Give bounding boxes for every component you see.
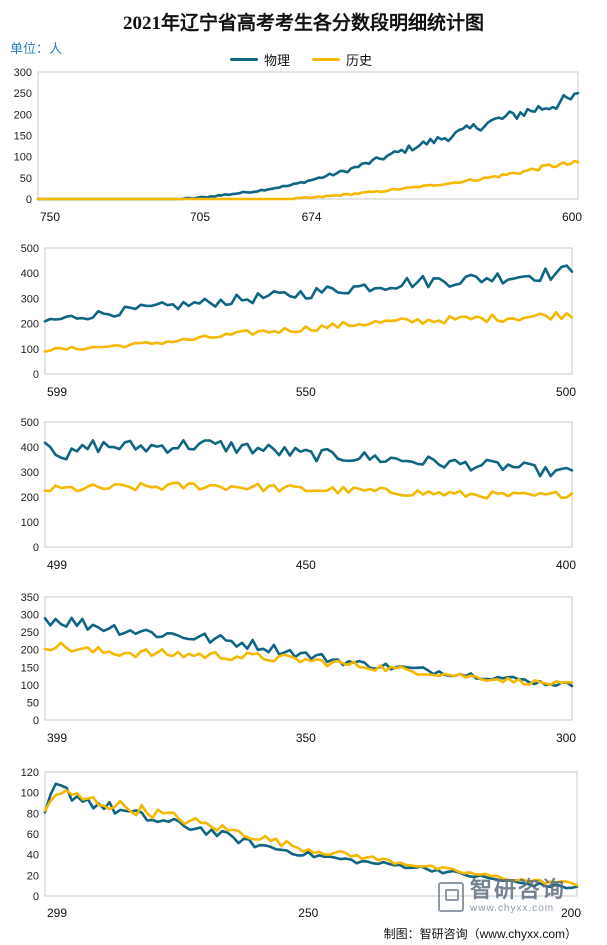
legend: 物理 历史: [230, 50, 372, 69]
chart-panel-5: 0 20 40 60 80 100 120 299 250 200: [21, 767, 582, 920]
series-line-physics: [43, 438, 574, 478]
y-tick-label: 60: [27, 829, 39, 841]
y-tick-label: 150: [21, 662, 39, 674]
watermark: 智研咨询 www.chyxx.com: [438, 880, 566, 914]
legend-label-history: 历史: [346, 53, 373, 68]
y-tick-label: 350: [21, 592, 39, 604]
y-tick-label: 100: [21, 517, 39, 529]
y-tick-label: 200: [14, 109, 32, 121]
x-tick-label: 674: [302, 210, 322, 224]
series-line-history: [43, 481, 574, 500]
x-tick-label: 550: [296, 385, 316, 399]
x-tick-label: 299: [47, 906, 67, 920]
x-tick-label: 450: [296, 558, 316, 572]
y-tick-label: 300: [21, 293, 39, 305]
plot-frame: [44, 771, 578, 897]
series-line-physics: [43, 782, 579, 890]
chart-panel-4: 0 50 100 150 200 250 300 350 399 350 300: [21, 592, 577, 745]
series-line-history: [43, 641, 574, 687]
y-tick-label: 50: [27, 697, 39, 709]
x-tick-label: 600: [562, 210, 582, 224]
y-tick-label: 0: [26, 194, 32, 206]
legend-item-physics: 物理: [230, 50, 290, 69]
legend-label-physics: 物理: [264, 53, 291, 68]
chart-panel-2: 0 100 200 300 400 500 599 550 500: [21, 243, 577, 399]
watermark-url: www.chyxx.com: [470, 903, 555, 914]
x-tick-label: 350: [296, 731, 316, 745]
x-tick-label: 750: [40, 210, 60, 224]
y-tick-label: 400: [21, 268, 39, 280]
x-tick-label: 300: [556, 731, 576, 745]
y-tick-label: 40: [27, 850, 39, 862]
y-tick-label: 400: [21, 442, 39, 454]
y-tick-label: 0: [33, 542, 39, 554]
footer-credit: 制图：智研咨询（www.chyxx.com）: [383, 927, 577, 941]
y-tick-label: 200: [21, 319, 39, 331]
series-line-physics: [43, 616, 574, 688]
y-tick-label: 500: [21, 243, 39, 255]
y-tick-label: 250: [14, 88, 32, 100]
x-tick-label: 599: [47, 385, 67, 399]
series-line-physics: [36, 91, 580, 201]
series-line-physics: [43, 264, 574, 323]
y-tick-label: 250: [21, 627, 39, 639]
legend-swatch-physics: [230, 58, 258, 61]
y-tick-label: 100: [21, 344, 39, 356]
y-tick-label: 100: [21, 788, 39, 800]
x-tick-label: 250: [298, 906, 318, 920]
chart-panel-3: 0 100 200 300 400 500 499 450 400: [21, 417, 577, 572]
y-tick-label: 300: [14, 67, 32, 79]
x-tick-label: 499: [47, 558, 67, 572]
y-tick-label: 500: [21, 417, 39, 429]
x-tick-label: 399: [47, 731, 67, 745]
x-tick-label: 705: [190, 210, 210, 224]
y-tick-label: 200: [21, 645, 39, 657]
y-tick-label: 80: [27, 808, 39, 820]
page-title: 2021年辽宁省高考考生各分数段明细统计图: [122, 13, 484, 34]
y-tick-label: 120: [21, 767, 39, 779]
plot-frame: [37, 71, 579, 200]
y-tick-label: 20: [27, 870, 39, 882]
y-tick-label: 100: [14, 152, 32, 164]
plot-frame: [44, 421, 573, 548]
y-tick-label: 50: [20, 173, 32, 185]
plot-frame: [44, 247, 573, 375]
y-tick-label: 100: [21, 680, 39, 692]
chart-panel-1: 0 50 100 150 200 250 300 750 705 674 600: [14, 67, 583, 224]
series-line-history: [43, 789, 579, 887]
series-line-history: [43, 310, 574, 353]
y-tick-label: 300: [21, 610, 39, 622]
series-line-history: [36, 159, 580, 201]
legend-swatch-history: [312, 58, 341, 61]
y-tick-label: 150: [14, 131, 32, 143]
watermark-name: 智研咨询: [470, 878, 567, 903]
y-tick-label: 200: [21, 492, 39, 504]
y-tick-label: 0: [33, 891, 39, 903]
y-tick-label: 0: [33, 715, 39, 727]
y-tick-label: 300: [21, 467, 39, 479]
legend-item-history: 历史: [312, 50, 372, 69]
unit-label: 单位：人: [10, 41, 63, 56]
y-tick-label: 0: [33, 369, 39, 381]
x-tick-label: 200: [561, 906, 581, 920]
watermark-logo-icon: [438, 882, 464, 912]
x-tick-label: 400: [556, 558, 576, 572]
x-tick-label: 500: [556, 385, 576, 399]
plot-frame: [44, 596, 573, 721]
